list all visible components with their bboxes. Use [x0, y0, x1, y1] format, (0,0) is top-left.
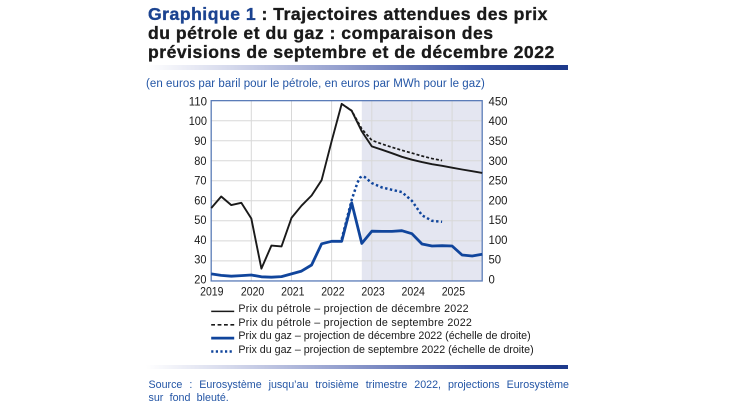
svg-text:110: 110 — [189, 95, 207, 109]
svg-text:70: 70 — [194, 174, 206, 188]
svg-text:250: 250 — [489, 174, 508, 188]
svg-text:100: 100 — [189, 114, 207, 128]
svg-text:2025: 2025 — [442, 284, 465, 298]
svg-text:150: 150 — [489, 213, 508, 227]
svg-text:80: 80 — [194, 154, 206, 168]
svg-text:90: 90 — [194, 134, 206, 148]
svg-text:200: 200 — [489, 193, 508, 207]
svg-text:400: 400 — [489, 114, 508, 128]
svg-text:50: 50 — [489, 253, 502, 267]
svg-text:450: 450 — [489, 95, 508, 109]
svg-text:2020: 2020 — [241, 284, 264, 298]
svg-text:60: 60 — [194, 193, 206, 207]
svg-text:2022: 2022 — [321, 284, 344, 298]
svg-text:2021: 2021 — [281, 284, 304, 298]
svg-text:2019: 2019 — [200, 284, 223, 298]
svg-text:50: 50 — [194, 213, 206, 227]
svg-text:40: 40 — [194, 233, 206, 247]
svg-text:350: 350 — [489, 134, 508, 148]
svg-text:2023: 2023 — [361, 284, 384, 298]
svg-text:300: 300 — [489, 154, 508, 168]
svg-text:2024: 2024 — [402, 284, 425, 298]
svg-text:20: 20 — [194, 273, 206, 287]
svg-text:0: 0 — [489, 273, 495, 287]
svg-text:100: 100 — [489, 233, 508, 247]
svg-text:30: 30 — [194, 253, 206, 267]
